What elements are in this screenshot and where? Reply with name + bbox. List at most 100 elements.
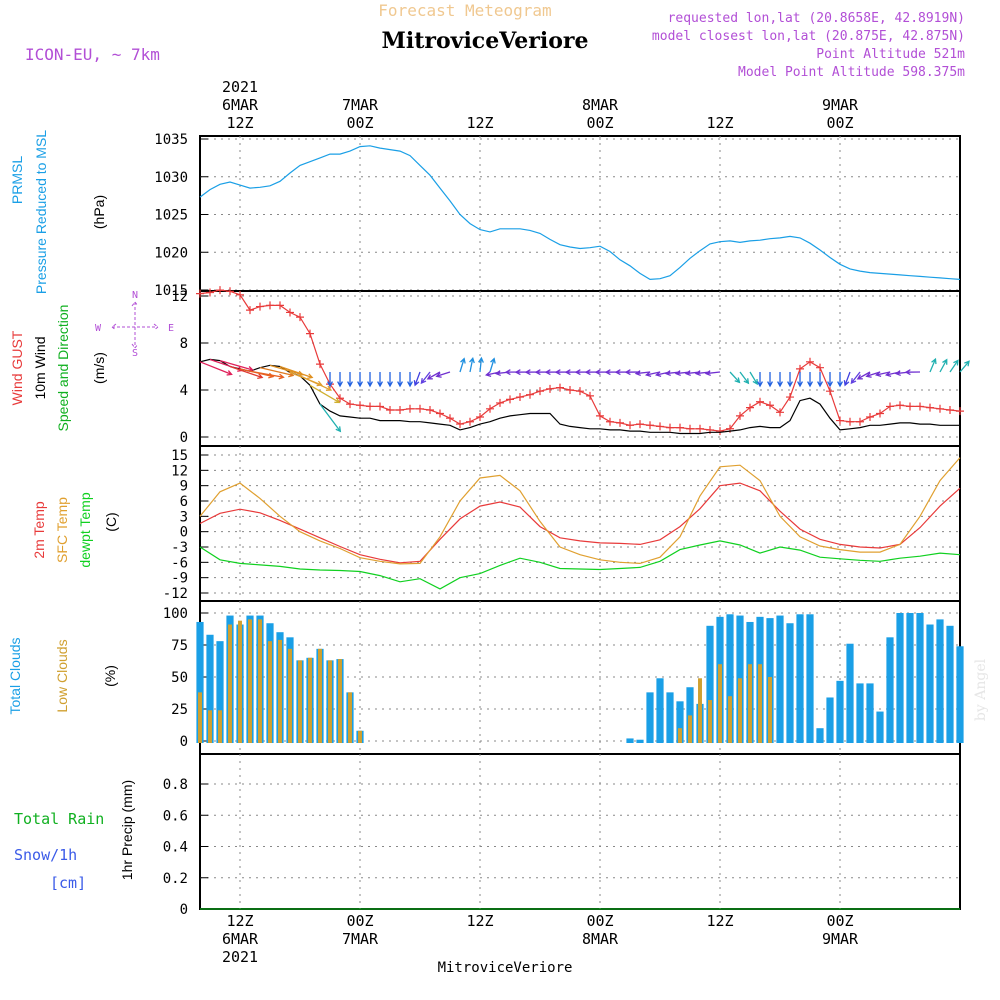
total-cloud-bar	[776, 615, 784, 743]
ms-unit: (m/s)	[91, 352, 107, 384]
gust-marker	[676, 423, 684, 432]
temp2m-line	[199, 482, 961, 564]
gust-marker	[796, 364, 804, 373]
wind-direction-arrow	[407, 371, 413, 388]
total-cloud-bar	[816, 728, 824, 743]
gust-marker	[236, 290, 244, 299]
temp-panel-labels: 2m Temp SFC Temp dewpt Temp (C)	[31, 492, 119, 567]
hpa-unit: (hPa)	[91, 195, 107, 229]
supertitle: Forecast Meteogram	[378, 1, 551, 20]
wind-direction-arrow	[929, 357, 937, 373]
wind-direction-arrow	[850, 371, 861, 385]
low-cloud-bar	[748, 664, 752, 743]
wind-direction-arrow	[729, 371, 741, 384]
low-cloud-bar	[278, 639, 282, 743]
prmsl-line	[199, 145, 961, 281]
wind-direction-arrow	[644, 371, 661, 377]
wind-direction-arrow	[757, 371, 763, 388]
gust-marker	[486, 404, 494, 413]
wind-direction-arrow	[939, 358, 948, 373]
gust-marker	[366, 402, 374, 411]
low-cloud-bar	[728, 696, 732, 743]
y-tick-label: 1020	[154, 245, 188, 261]
gust-marker	[886, 402, 894, 411]
total-cloud-bar	[846, 643, 854, 743]
low-cloud-bar	[678, 728, 682, 743]
total-cloud-bar	[916, 613, 924, 743]
gust-marker	[516, 393, 524, 402]
top-time-label: 00Z	[826, 114, 853, 132]
wind-direction-arrow	[797, 371, 803, 388]
bottom-time-label: 8MAR	[582, 930, 619, 948]
compass-cross	[111, 301, 159, 349]
top-time-label: 12Z	[466, 114, 493, 132]
gust-marker	[376, 402, 384, 411]
gust-marker	[496, 398, 504, 407]
y-tick-label: 0	[180, 734, 188, 750]
prmsl-label: PRMSL	[9, 156, 25, 204]
y-tick-label: 4	[180, 383, 188, 399]
gust-marker	[786, 393, 794, 402]
gust-marker	[856, 417, 864, 426]
y-tick-label: 100	[163, 606, 188, 622]
y-tick-label: 0.6	[163, 808, 188, 824]
y-tick-label: 12	[171, 463, 188, 479]
top-time-label: 9MAR	[822, 96, 859, 114]
gust-marker	[196, 289, 204, 298]
gust-marker	[416, 404, 424, 413]
wind-direction-arrow	[347, 371, 353, 388]
wind-direction-arrow	[413, 371, 421, 387]
low-cloud-bar	[318, 648, 322, 743]
dewpt-line	[199, 540, 961, 590]
low-cloud-bar	[338, 659, 342, 743]
wind-direction-arrow	[704, 370, 721, 377]
y-tick-label: 50	[171, 670, 188, 686]
gust-marker	[826, 387, 834, 396]
gust-marker	[466, 417, 474, 426]
bottom-time-label: 6MAR	[222, 930, 259, 948]
precip-panel-labels: Total Rain Snow/1h [cm] 1hr Precip (mm)	[14, 780, 135, 892]
wind-direction-arrow	[387, 371, 393, 388]
y-tick-label: 1035	[154, 132, 188, 148]
wind-direction-arrow	[949, 359, 959, 373]
pressure-frame	[199, 135, 961, 292]
total-cloud-bar	[896, 613, 904, 743]
y-tick-label: 8	[180, 336, 188, 352]
y-tick-label: 1015	[154, 283, 188, 299]
total-cloud-bar	[636, 739, 644, 743]
wind-direction-arrow	[249, 370, 285, 380]
y-tick-label: 0	[180, 525, 188, 541]
wind-direction-arrow	[489, 357, 496, 373]
total-cloud-bar	[906, 613, 914, 743]
gust-marker	[536, 387, 544, 396]
rain-legend: Total Rain	[14, 810, 104, 828]
gust-marker	[646, 421, 654, 430]
top-time-label: 7MAR	[342, 96, 379, 114]
percent-unit: (%)	[102, 665, 118, 687]
celsius-unit: (C)	[103, 512, 119, 531]
wind-direction-arrow	[777, 371, 783, 388]
precip-frame	[199, 753, 961, 910]
bottom-time-label: 7MAR	[342, 930, 379, 948]
precip-unit: 1hr Precip (mm)	[119, 780, 135, 880]
gust-marker	[696, 424, 704, 433]
low-cloud-bar	[348, 692, 352, 743]
gust-marker	[716, 427, 724, 436]
total-cloud-bar	[216, 641, 224, 743]
y-tick-label: 75	[171, 638, 188, 654]
wind-direction-arrow	[874, 371, 891, 377]
wind-direction-arrow	[739, 371, 750, 385]
gust-marker	[526, 390, 534, 399]
top-time-label: 12Z	[226, 114, 253, 132]
gust-marker	[906, 402, 914, 411]
dewpt-label: dewpt Temp	[77, 492, 93, 567]
total-cloud-bar	[726, 614, 734, 743]
gust-marker	[456, 420, 464, 429]
wind-direction-arrow	[827, 371, 833, 388]
gust-marker	[776, 408, 784, 417]
speed-direction-label: Speed and Direction	[55, 305, 71, 432]
gust-marker	[276, 301, 284, 310]
model-altitude: Model Point Altitude 598.375m	[738, 65, 965, 80]
top-time-label: 00Z	[346, 114, 373, 132]
total-cloud-bar	[886, 637, 894, 743]
